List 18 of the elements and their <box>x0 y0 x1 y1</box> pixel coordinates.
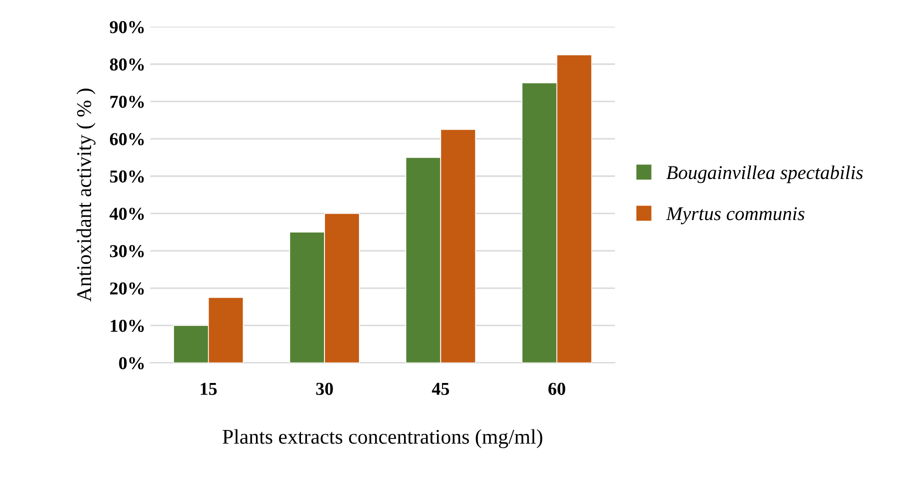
y-tick-label: 90% <box>110 21 144 34</box>
y-tick-label: 60% <box>110 133 144 146</box>
y-tick-label: 30% <box>110 245 144 258</box>
x-tick-label: 30 <box>316 382 333 395</box>
y-tick-label: 50% <box>110 170 144 183</box>
legend-label: Myrtus communis <box>666 207 804 224</box>
y-tick-label: 10% <box>110 320 144 332</box>
x-tick-label: 45 <box>432 382 450 395</box>
y-axis-title: Antioxidant activity ( % ) <box>76 88 96 302</box>
y-tick-label: 70% <box>110 96 144 108</box>
x-axis-title: Plants extracts concentrations (mg/ml) <box>222 429 542 448</box>
x-tick-label: 60 <box>548 382 566 395</box>
y-tick-label: 0% <box>119 357 144 370</box>
legend-label: Bougainvillea spectabilis <box>666 165 863 184</box>
x-tick-label: 15 <box>200 382 217 395</box>
y-tick-label: 20% <box>110 282 144 295</box>
y-tick-label: 40% <box>110 208 144 220</box>
y-tick-label: 80% <box>110 58 144 71</box>
